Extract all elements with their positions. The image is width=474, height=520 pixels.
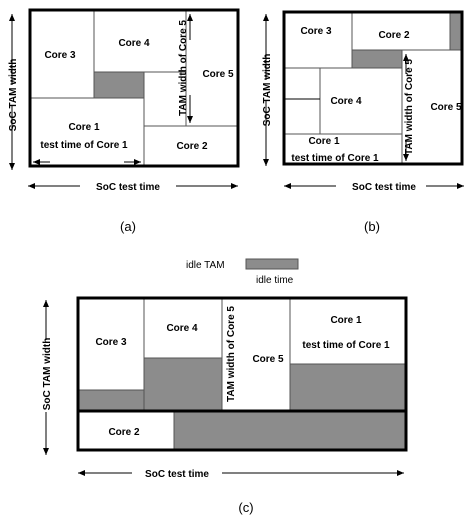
x-axis-label: SoC test time — [352, 182, 416, 193]
diagram-c: SoC TAM width Core 3 Core 4 TAM width of… — [42, 296, 408, 515]
idle-block — [289, 363, 407, 411]
core5-label: Core 5 — [202, 69, 234, 80]
core5-label: Core 5 — [252, 354, 284, 365]
core4-label: Core 4 — [166, 323, 198, 334]
core4-label: Core 4 — [330, 96, 362, 107]
core1-time-label: test time of Core 1 — [291, 153, 379, 164]
y-axis-label: SoC TAM width — [8, 59, 19, 132]
diagram-a: SoC TAM width TAM width of Core 5 Core 3… — [8, 8, 240, 234]
core3-label: Core 3 — [300, 26, 332, 37]
core5-width-label: TAM width of Core 5 — [178, 20, 189, 116]
core2-label: Core 2 — [378, 30, 410, 41]
x-axis-label: SoC test time — [96, 182, 160, 193]
caption: (c) — [238, 500, 253, 515]
legend-idle-swatch — [245, 258, 299, 270]
core5-width-label: TAM width of Core 5 — [226, 306, 237, 402]
core4-label: Core 4 — [118, 38, 150, 49]
legend-idle-time: idle time — [256, 275, 294, 286]
core2-label: Core 2 — [108, 427, 140, 438]
core1-block — [289, 297, 407, 365]
core3-block — [283, 11, 353, 69]
core1-label: Core 1 — [68, 122, 100, 133]
legend-idle-tam: idle TAM — [186, 260, 225, 271]
core1-time-label: test time of Core 1 — [302, 340, 390, 351]
core1-time-label: test time of Core 1 — [40, 140, 128, 151]
core3-label: Core 3 — [44, 50, 76, 61]
core1-block — [283, 133, 403, 165]
core2-label: Core 2 — [176, 141, 208, 152]
core4-block — [143, 297, 223, 359]
caption: (a) — [120, 219, 136, 234]
y-axis-label: SoC TAM width — [42, 338, 53, 411]
core3-block — [77, 297, 145, 391]
diagram-b: SoC TAM width TAM width of Core 5 Core 3… — [262, 10, 464, 234]
idle-block — [77, 389, 145, 411]
core1-label: Core 1 — [330, 315, 362, 326]
soc-frame — [282, 10, 464, 166]
idle-block — [143, 357, 223, 411]
idle-block — [351, 49, 403, 69]
y-axis-label: SoC TAM width — [262, 54, 273, 127]
core2-block — [77, 411, 175, 451]
core5-block — [185, 9, 239, 127]
core1-label: Core 1 — [308, 136, 340, 147]
soc-frame — [28, 8, 240, 168]
legend: idle TAM idle time — [186, 258, 299, 286]
idle-block — [449, 11, 463, 51]
soc-frame — [76, 296, 408, 452]
idle-block — [173, 411, 407, 451]
core5-width-label: TAM width of Core 5 — [404, 59, 415, 155]
x-axis-label: SoC test time — [145, 469, 209, 480]
core5-label: Core 5 — [430, 102, 462, 113]
caption: (b) — [364, 219, 380, 234]
core3-label: Core 3 — [95, 337, 127, 348]
